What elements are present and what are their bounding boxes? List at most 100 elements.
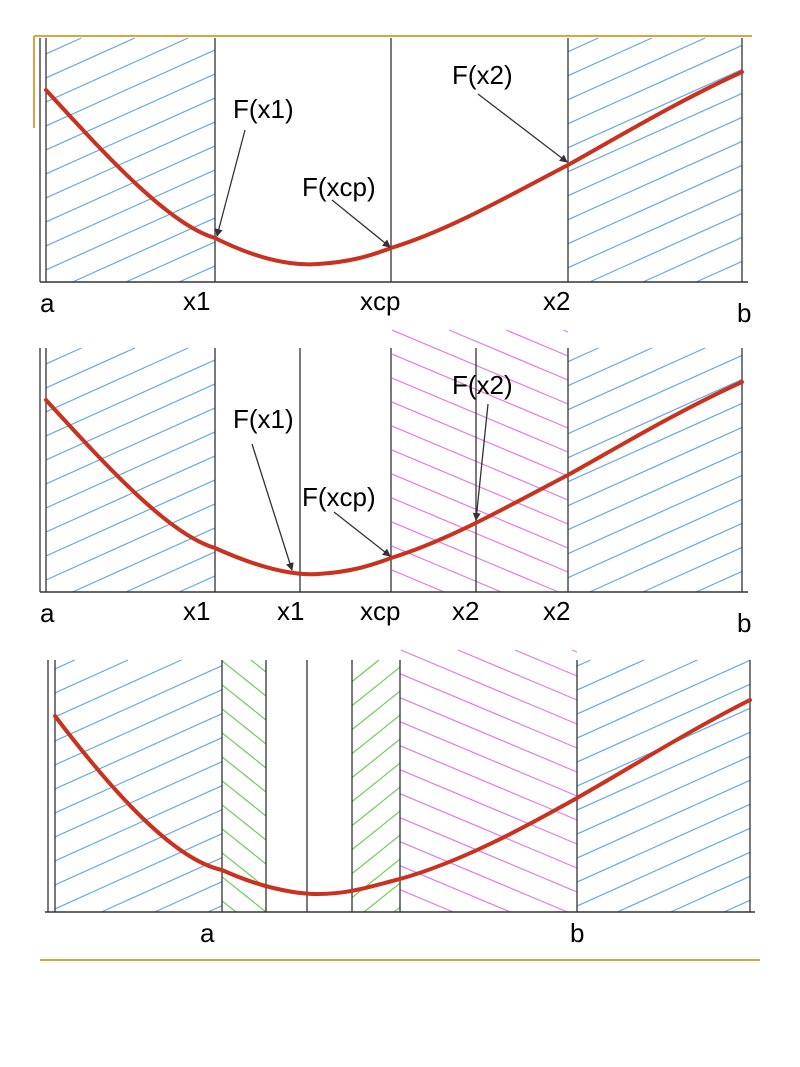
hatch-stroke [589, 212, 743, 283]
hatch-stroke [399, 721, 578, 797]
hatch-stroke [45, 49, 216, 127]
hatch-stroke [351, 659, 380, 683]
hatch-stroke [448, 329, 569, 381]
hatch-stroke [567, 426, 743, 507]
pointer-arrow [477, 93, 568, 163]
hatch-stroke [567, 37, 706, 101]
hatch-stroke [391, 521, 559, 593]
hatch-stroke [45, 359, 216, 437]
panel-3: a b [45, 649, 755, 948]
hatch-stroke [399, 745, 578, 821]
axis-label-a: a [40, 598, 55, 628]
hatch-stroke [576, 827, 751, 907]
hatch-stroke [125, 241, 216, 283]
hatch-stroke [54, 659, 182, 718]
hatch-stroke [576, 731, 751, 811]
axis-label-a: a [40, 288, 55, 318]
hatch-stroke [399, 889, 454, 913]
hatch-stroke [351, 858, 401, 899]
hatch-stroke [576, 755, 751, 835]
hatch-middle-region [399, 649, 578, 913]
annotation-f-x2: F(x2) [452, 60, 513, 90]
annotation-f-x2: F(x2) [452, 370, 513, 400]
hatch-stroke [351, 834, 401, 875]
hatch-stroke [45, 455, 216, 533]
hatch-stroke [45, 193, 216, 271]
hatch-stroke [399, 673, 578, 749]
hatch-stroke [399, 697, 578, 773]
hatch-stroke [45, 347, 82, 365]
hatch-right-region [567, 37, 743, 283]
panel-1: F(x1) F(xcp) F(x2) a x1 xcp x2 b [39, 37, 751, 328]
axis-label-b: b [737, 298, 751, 328]
hatch-stroke [391, 353, 569, 429]
hatch-stroke [399, 793, 578, 869]
hatch-stroke [250, 659, 267, 673]
grid-lines [39, 348, 743, 592]
hatch-stroke [178, 265, 216, 283]
hatch-stroke [45, 37, 82, 55]
annotation-f-xcp: F(xcp) [302, 172, 376, 202]
axis-label-x1: x1 [183, 596, 210, 626]
hatch-stroke [642, 236, 743, 283]
pointer-arrow [472, 403, 489, 521]
hatch-stroke [567, 474, 743, 555]
function-curve [44, 380, 744, 577]
hatch-stroke [45, 121, 216, 199]
hatch-stroke [221, 732, 267, 769]
hatch-stroke [399, 817, 578, 893]
hatch-stroke [45, 169, 216, 247]
hatch-stroke [391, 329, 569, 405]
hatch-stroke [399, 769, 578, 845]
function-curve [44, 70, 744, 267]
function-curve [53, 698, 752, 897]
hatch-stroke [54, 809, 223, 886]
axis-label-x2: x2 [543, 596, 570, 626]
hatch-stroke [567, 37, 599, 53]
hatch-stroke [221, 876, 267, 913]
hatch-stroke [178, 575, 216, 593]
axis-label-a: a [200, 918, 215, 948]
hatch-stroke [567, 402, 743, 483]
hatch-stroke [567, 37, 653, 77]
hatch-stroke [576, 779, 751, 859]
hatch-stroke [391, 473, 569, 549]
hatch-stroke [54, 659, 129, 694]
hatch-stroke [399, 841, 568, 913]
hatch-inner-right-region [351, 659, 401, 913]
hatch-stroke [45, 407, 216, 485]
grid-lines [47, 660, 751, 912]
panel-2: F(x1) F(xcp) F(x2) a x1 x1 xcp x2 x2 b [39, 329, 751, 638]
hatch-stroke [567, 68, 743, 149]
hatch-stroke [391, 377, 569, 453]
hatch-left-region [54, 659, 223, 913]
pointer-arrow [214, 129, 246, 237]
hatch-stroke [695, 260, 743, 283]
hatch-stroke [45, 383, 216, 461]
hatch-stroke [576, 683, 751, 763]
hatch-stroke [567, 354, 743, 435]
hatch-stroke [45, 479, 216, 557]
hatch-stroke [567, 44, 743, 125]
hatch-stroke [567, 378, 743, 459]
hatch-stroke [54, 761, 223, 838]
axis-label-x2: x2 [543, 286, 570, 316]
hatch-stroke [45, 503, 216, 581]
hatch-stroke [54, 665, 223, 742]
hatch-stroke [567, 450, 743, 531]
hatch-stroke [351, 666, 401, 707]
hatch-stroke [576, 659, 751, 739]
hatch-left-region [45, 37, 216, 283]
hatch-stroke [45, 347, 136, 389]
hatch-stroke [576, 659, 645, 691]
hatch-stroke [221, 708, 267, 745]
hatch-stroke [54, 713, 223, 790]
hatch-right-region [576, 659, 751, 913]
hatch-stroke [125, 551, 216, 593]
pointer-arrow [251, 443, 294, 571]
hatch-stroke [221, 804, 267, 841]
hatch-stroke [154, 881, 223, 913]
hatch-stroke [567, 347, 706, 411]
axis-label-x1: x1 [183, 286, 210, 316]
hatch-stroke [45, 97, 216, 175]
